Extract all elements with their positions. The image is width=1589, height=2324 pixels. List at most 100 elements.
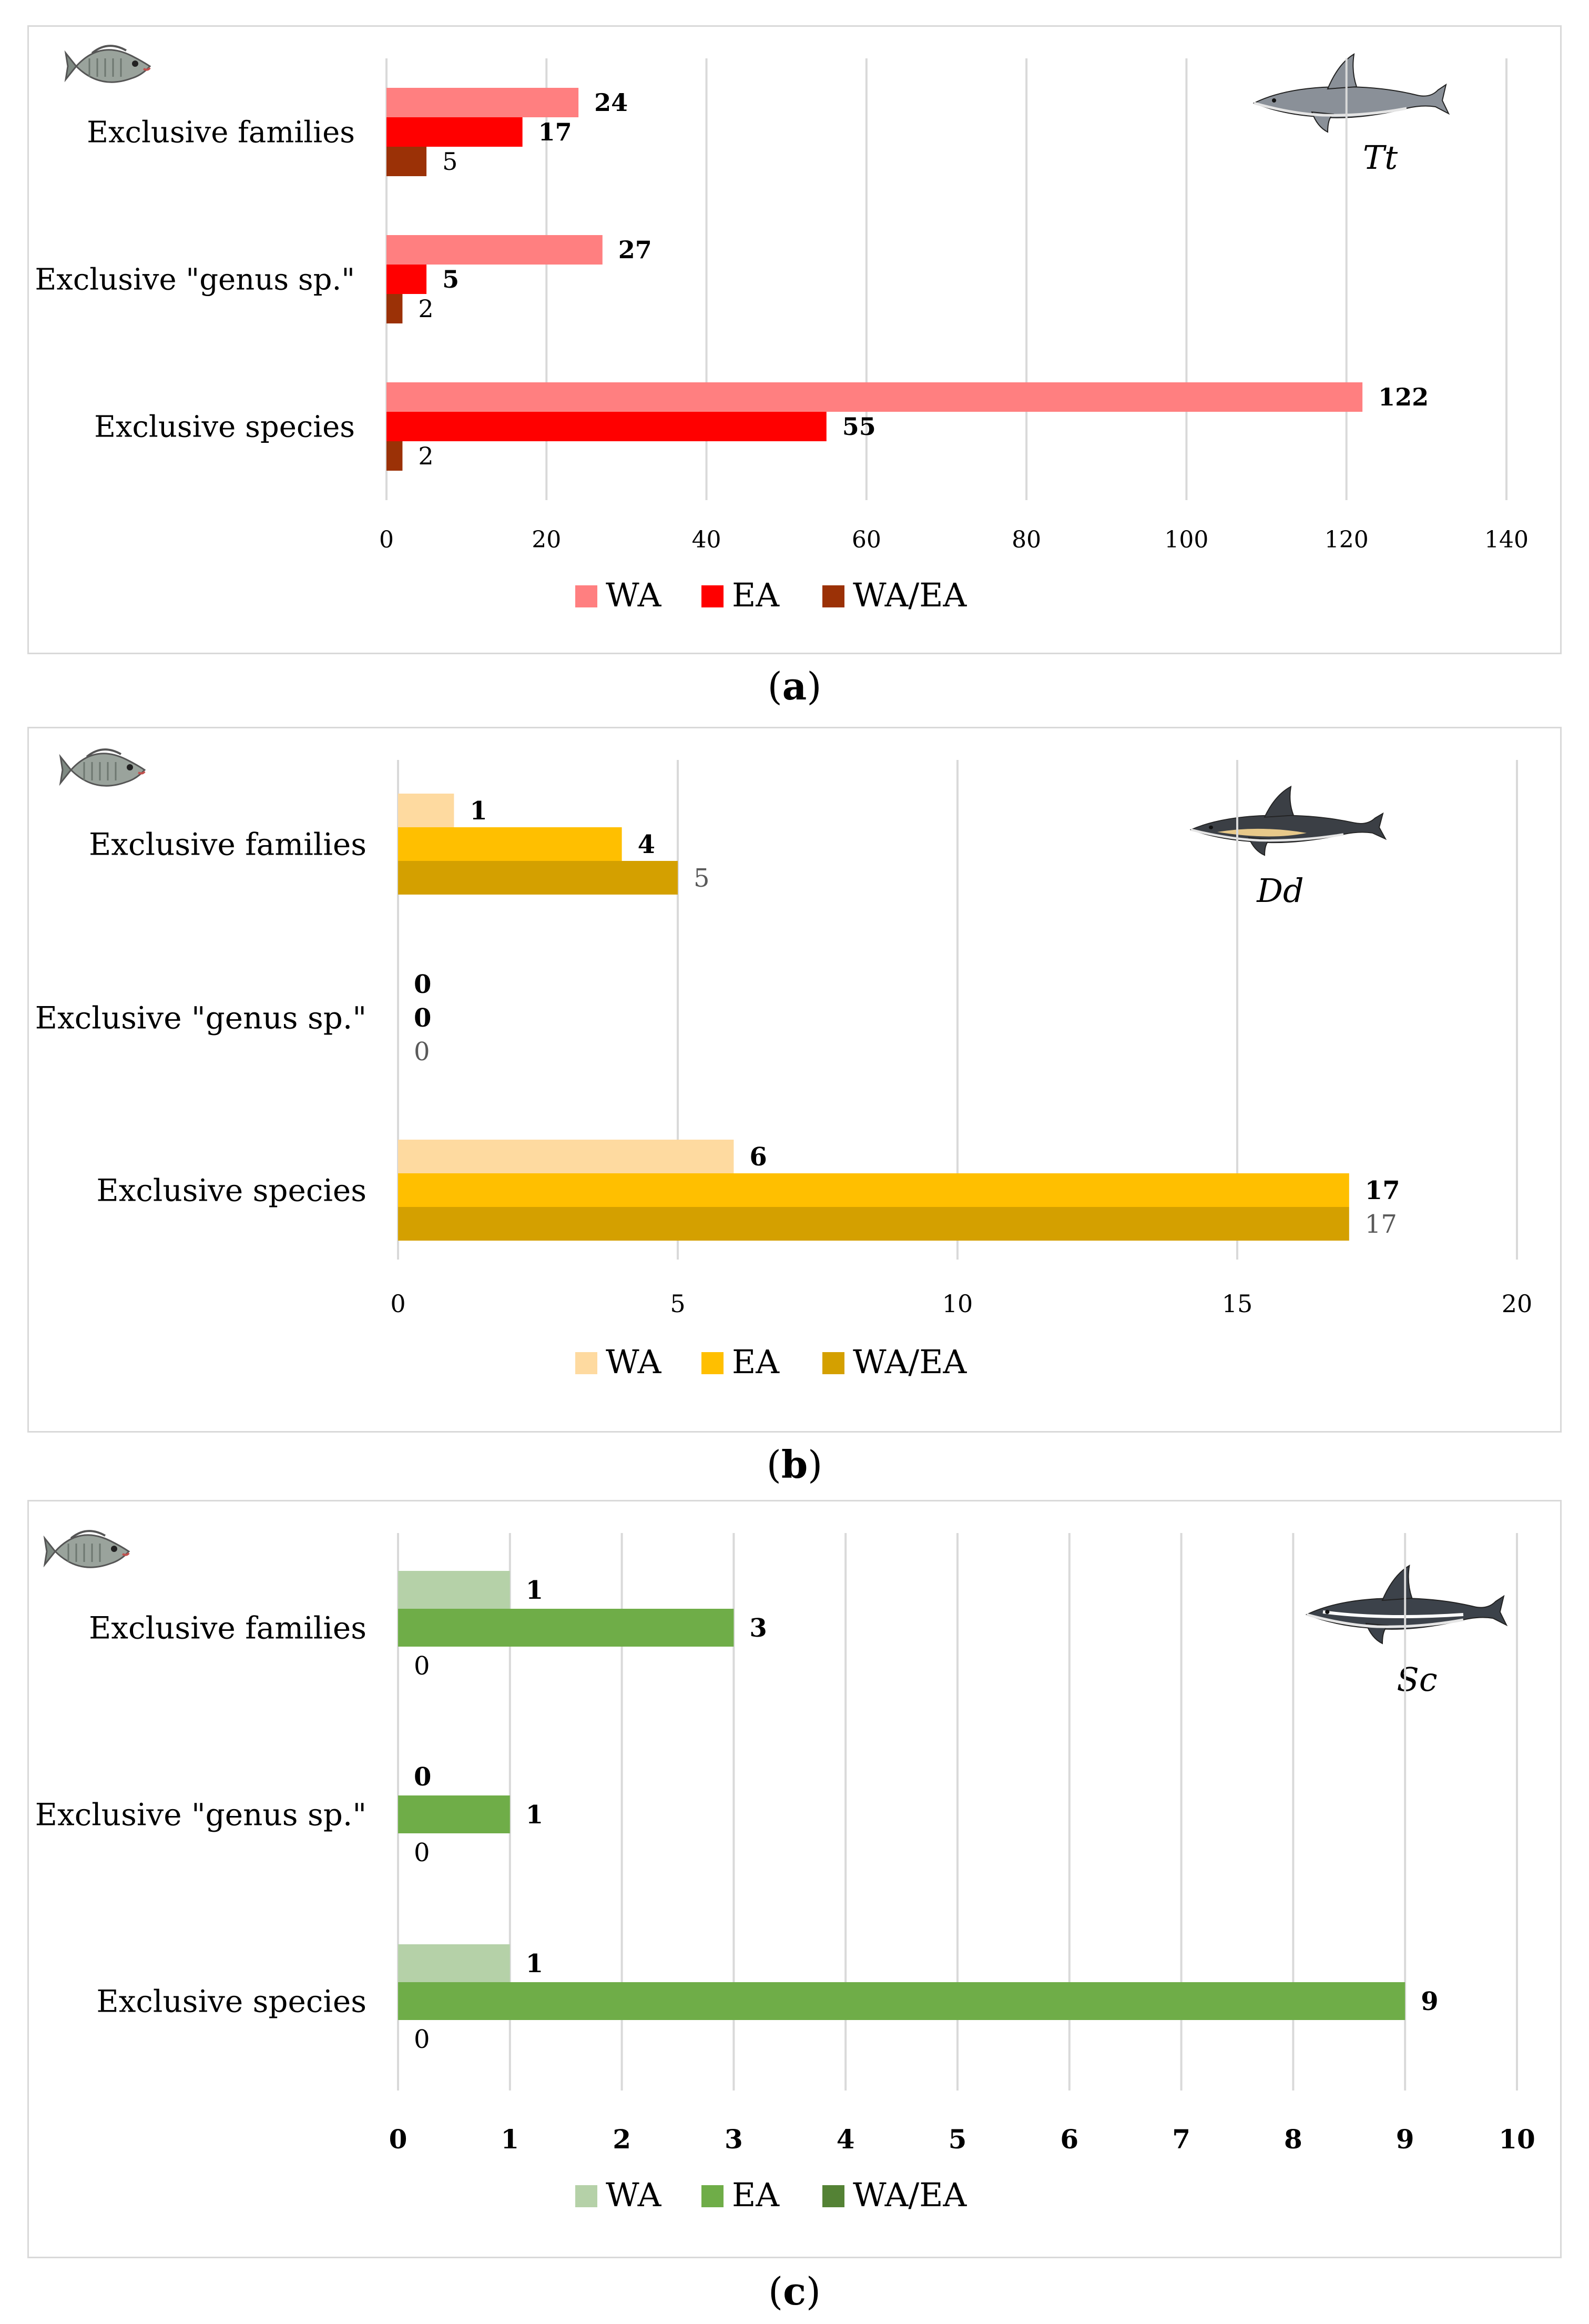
data-label: 17 [1365,1210,1397,1239]
data-label: 17 [1365,1176,1400,1205]
legend-label: WA [606,1343,662,1381]
x-tick-label: 0 [390,1290,405,1318]
bar [386,88,579,117]
category-label: Exclusive species [96,1172,366,1208]
chart-panel-c: Sc 0 1 2 3 4 5 6 7 8 9 10 Exclusive families 1 3 0 Exclu… [27,1500,1562,2258]
legend-item: EA [701,2176,780,2214]
x-tick-label: 0 [389,2124,408,2155]
legend-item: EA [701,576,780,614]
x-tick-label: 100 [1164,526,1208,553]
bar [386,147,427,176]
bar [398,1173,1349,1207]
category-label: Exclusive families [89,826,366,862]
caption-b: (b) [766,1442,823,1487]
x-tick-label: 20 [1502,1290,1533,1318]
data-label: 4 [638,830,655,859]
legend-swatch [701,1352,724,1374]
data-label: 5 [694,864,710,893]
bar [398,1982,1405,2020]
category-label: Exclusive "genus sp." [35,1797,366,1832]
data-label: 17 [538,118,572,146]
x-tick-label: 20 [532,526,561,553]
legend-swatch [822,1352,844,1374]
category-label: Exclusive families [87,116,355,150]
bar [398,1140,734,1173]
data-label: 0 [414,1651,430,1681]
bar [386,441,403,471]
data-label: 0 [414,1762,431,1792]
data-label: 0 [414,1838,430,1868]
legend-item: EA [701,1343,780,1381]
bar [386,294,403,323]
bar [386,382,1363,412]
x-tick-label: 10 [1499,2124,1535,2155]
x-tick-label: 80 [1012,526,1041,553]
legend-label: WA/EA [853,576,967,614]
legend-label: EA [732,576,780,614]
data-label: 3 [749,1613,767,1643]
data-label: 1 [526,1800,543,1830]
legend-item: WA [575,1343,662,1381]
legend-label: WA/EA [853,2176,967,2214]
chart-panel-a: Tt 0 20 40 60 80 100 120 140 Exclusive families 24… [27,25,1562,654]
x-tick-label: 40 [692,526,721,553]
bar [398,1944,510,1982]
chart-panel-b: Dd 0 5 10 15 20 Exclusive families 1 4 5 Exclusive… [27,727,1562,1433]
x-tick-label: 0 [379,526,394,553]
bar [398,1609,734,1647]
x-tick-label: 7 [1172,2124,1190,2155]
x-tick-label: 1 [501,2124,519,2155]
bar [386,412,827,441]
data-label: 0 [414,1003,431,1033]
x-tick-label: 8 [1284,2124,1302,2155]
bar [398,827,622,861]
fish-icon [59,748,146,787]
bar [398,1207,1349,1241]
legend-swatch [701,585,724,607]
x-tick-label: 5 [670,1290,685,1318]
legend-item: WA/EA [822,2176,967,2214]
legend-swatch [575,1352,597,1374]
chart-svg-a: Tt 0 20 40 60 80 100 120 140 Exclusive families 24… [35,45,1529,614]
data-label: 1 [526,1576,543,1605]
x-tick-label: 60 [852,526,881,553]
dolphin-icon [1189,785,1387,856]
bar [398,1571,510,1609]
category-label: Exclusive species [94,410,355,444]
data-label: 27 [618,236,652,264]
x-tick-label: 120 [1325,526,1369,553]
data-label: 1 [526,1949,543,1978]
bar [398,861,678,895]
x-tick-label: 5 [949,2124,967,2155]
chart-svg-b: Dd 0 5 10 15 20 Exclusive families 1 4 5 Exclusive… [35,748,1533,1381]
bar [398,1795,510,1833]
dolphin-icon [1305,1565,1508,1645]
bar [386,235,603,265]
legend-label: WA/EA [853,1343,967,1381]
data-label: 2 [418,295,433,323]
data-label: 5 [442,147,457,176]
legend-item: WA [575,2176,662,2214]
legend-item: WA/EA [822,576,967,614]
x-tick-label: 10 [942,1290,973,1318]
legend-label: WA [606,2176,662,2214]
data-label: 5 [442,265,459,293]
data-label: 55 [842,412,876,441]
data-label: 0 [414,1037,430,1067]
species-label: Sc [1397,1660,1437,1699]
legend-item: WA/EA [822,1343,967,1381]
species-label: Tt [1363,138,1398,177]
caption-c: (c) [768,2269,821,2313]
category-label: Exclusive "genus sp." [35,1000,366,1036]
x-tick-label: 4 [837,2124,855,2155]
data-label: 9 [1421,1987,1438,2016]
legend-swatch [822,585,844,607]
legend-label: EA [732,2176,780,2214]
legend-swatch [701,2185,724,2207]
bar [398,794,454,827]
legend-label: WA [606,576,662,614]
fish-icon [43,1530,130,1568]
data-label: 122 [1378,383,1429,411]
caption-a: (a) [767,664,822,708]
